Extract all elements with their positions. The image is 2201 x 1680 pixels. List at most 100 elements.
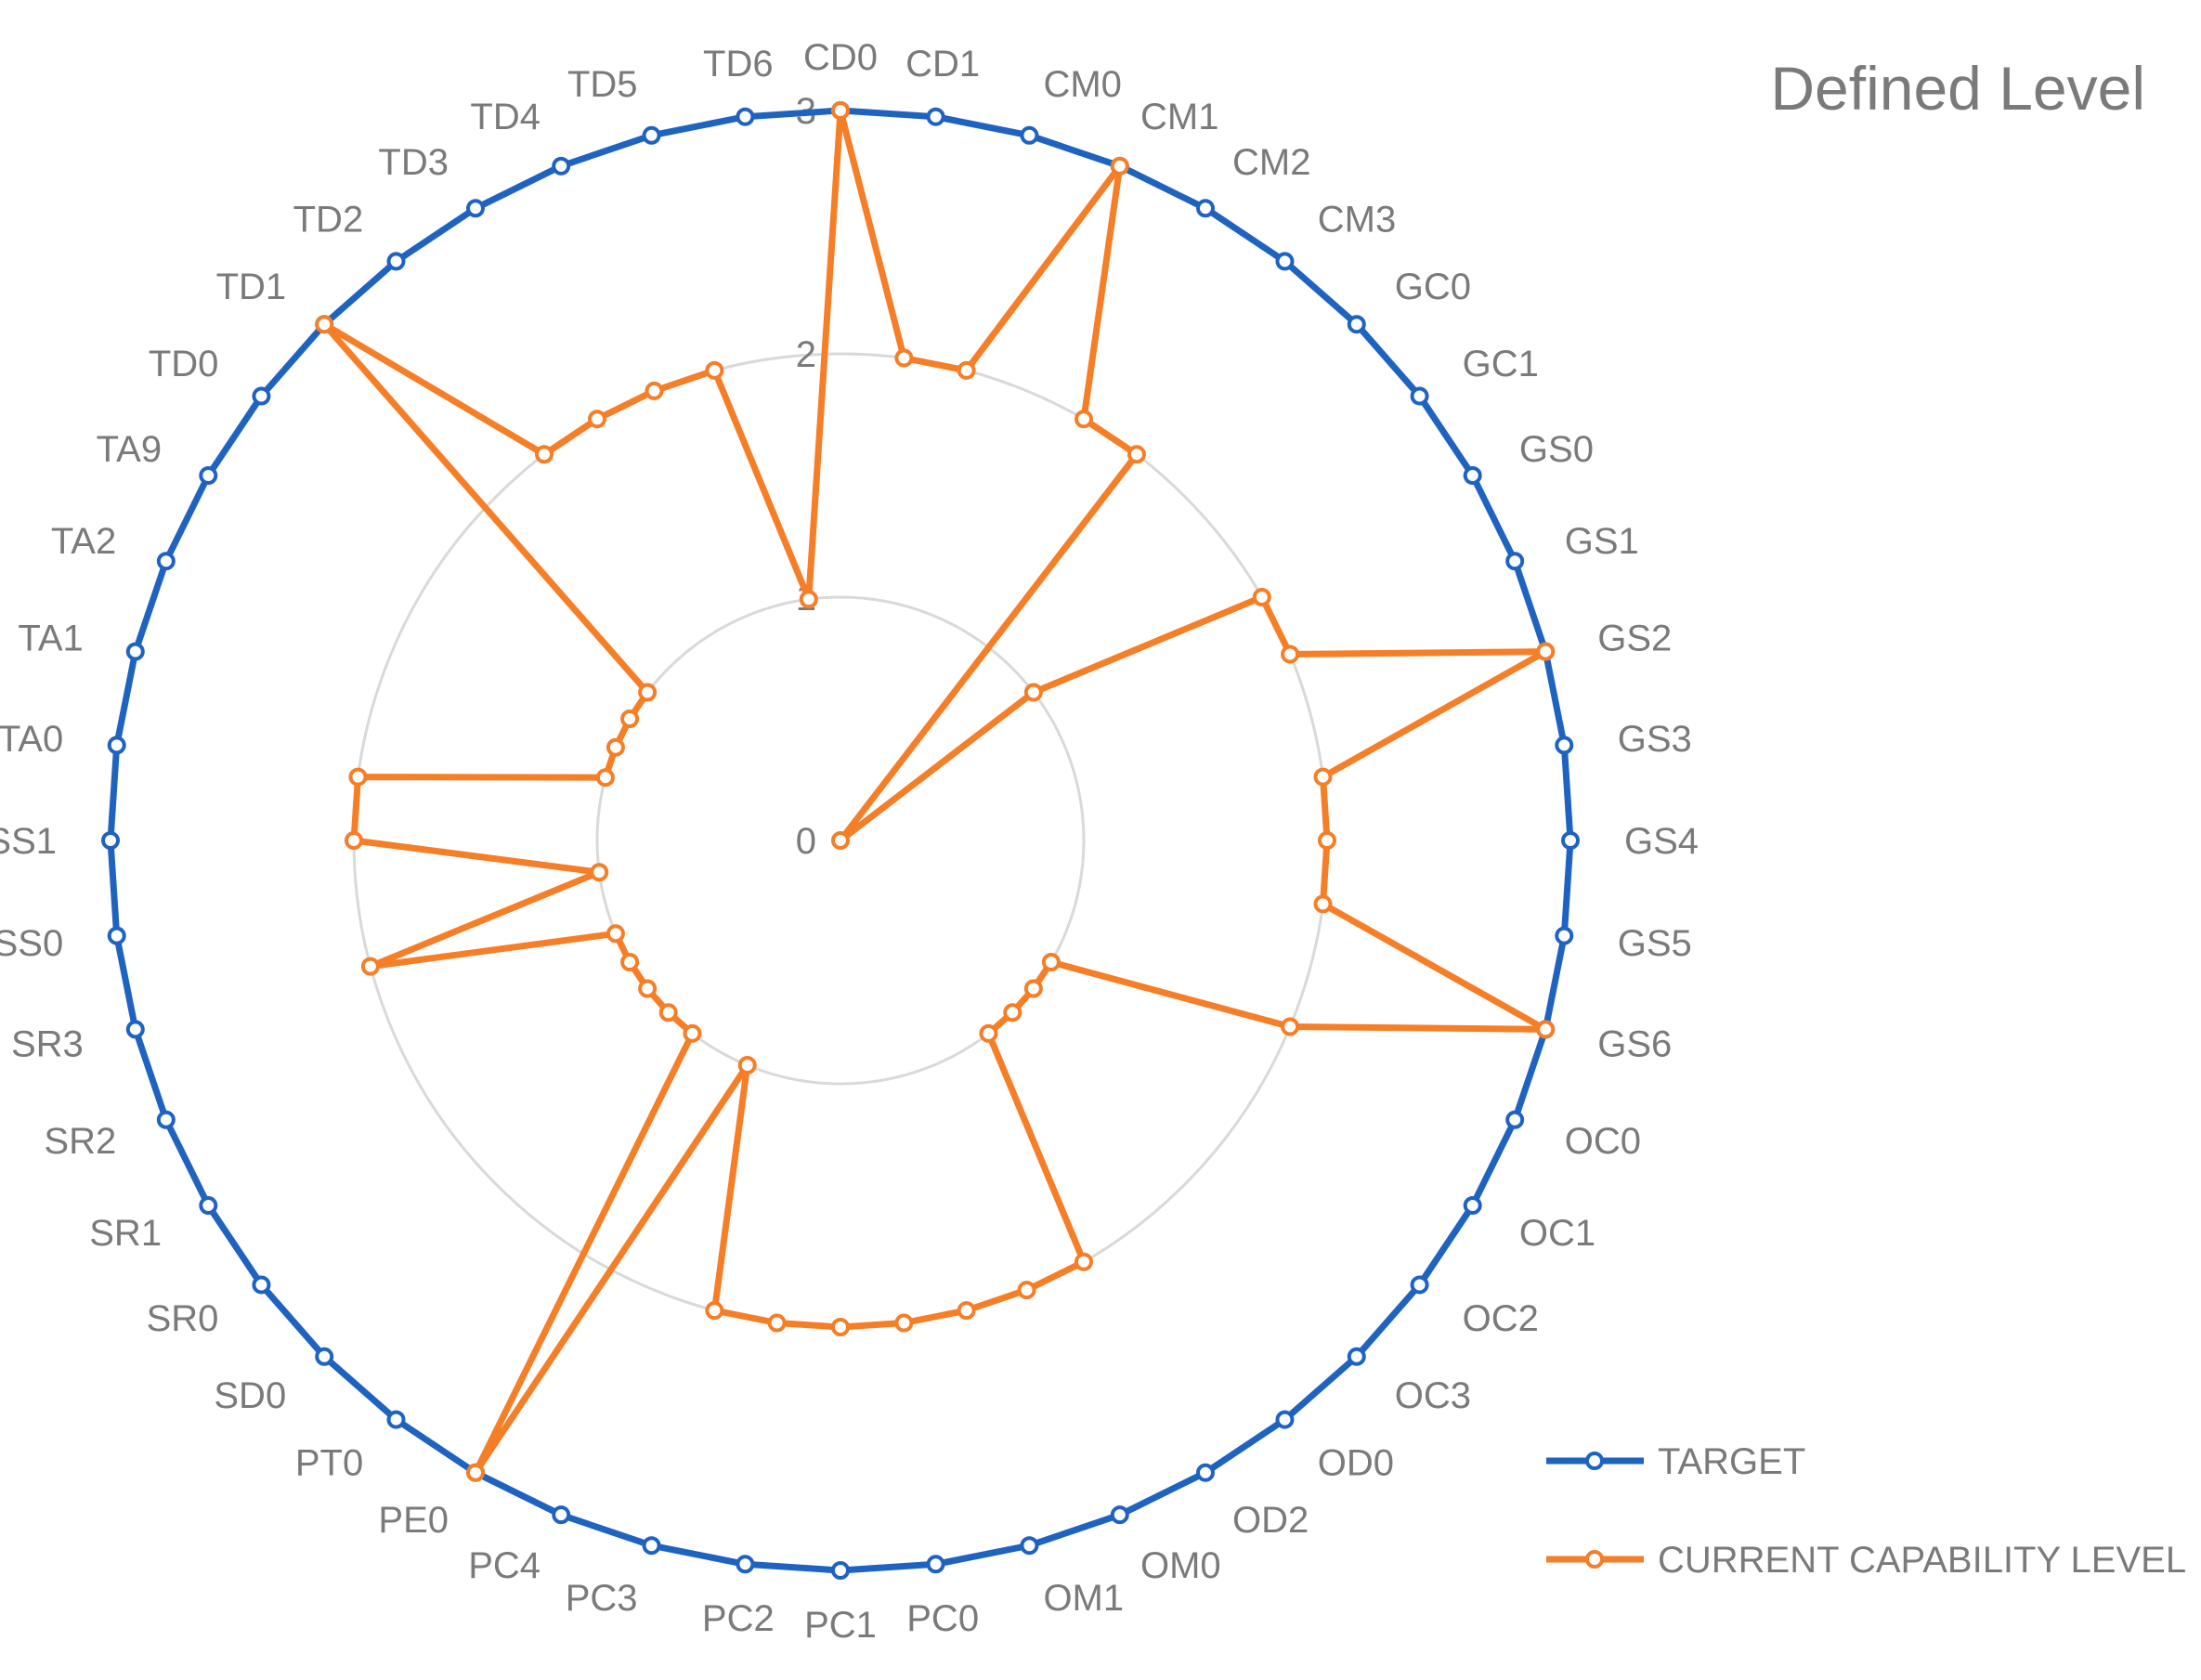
data-point-gs3 bbox=[1555, 736, 1574, 755]
data-point-oc2 bbox=[1023, 979, 1043, 998]
data-point-gs0 bbox=[1252, 588, 1271, 606]
data-point-td4 bbox=[552, 156, 571, 176]
category-label-gs4: GS4 bbox=[1624, 821, 1699, 862]
data-point-sr0 bbox=[252, 1275, 271, 1295]
category-label-cm0: CM0 bbox=[1043, 64, 1121, 105]
data-point-ta2 bbox=[606, 737, 625, 757]
category-label-gs0: GS0 bbox=[1519, 429, 1594, 470]
legend-item-0: TARGET bbox=[1546, 1441, 1805, 1482]
data-point-oc1 bbox=[1041, 953, 1061, 971]
data-point-gc0 bbox=[1347, 315, 1366, 334]
category-label-td1: TD1 bbox=[216, 267, 287, 307]
data-point-ta0 bbox=[107, 736, 126, 755]
data-point-cd1 bbox=[894, 348, 914, 368]
category-label-om1: OM1 bbox=[1043, 1578, 1124, 1619]
data-point-gs6 bbox=[1536, 1020, 1556, 1039]
category-label-td2: TD2 bbox=[293, 199, 364, 240]
data-point-td0 bbox=[252, 386, 271, 406]
category-label-pe0: PE0 bbox=[378, 1500, 449, 1541]
data-point-td6 bbox=[736, 107, 755, 126]
category-label-pc4: PC4 bbox=[468, 1545, 540, 1586]
data-point-cm3 bbox=[1127, 445, 1146, 464]
category-label-gs5: GS5 bbox=[1618, 923, 1692, 964]
data-point-pe0 bbox=[466, 1463, 485, 1482]
data-point-od2 bbox=[1196, 1463, 1215, 1482]
data-point-pc3 bbox=[642, 1536, 661, 1556]
category-label-cm1: CM1 bbox=[1140, 97, 1218, 137]
category-label-gs2: GS2 bbox=[1597, 619, 1672, 659]
data-point-ss0 bbox=[107, 926, 126, 945]
data-point-gc1 bbox=[1410, 386, 1429, 406]
category-label-sr0: SR0 bbox=[147, 1298, 219, 1339]
data-point-sr1 bbox=[620, 953, 640, 971]
data-point-sd0 bbox=[315, 1347, 334, 1366]
data-point-ss1 bbox=[101, 831, 120, 850]
data-point-td4 bbox=[645, 381, 664, 400]
data-point-gs5 bbox=[1313, 894, 1333, 914]
data-point-oc3 bbox=[1347, 1347, 1366, 1366]
category-label-gs3: GS3 bbox=[1618, 719, 1692, 760]
data-point-sr3 bbox=[360, 957, 380, 976]
data-point-oc3 bbox=[1003, 1003, 1022, 1022]
category-label-ss1: SS1 bbox=[0, 821, 57, 862]
category-label-td3: TD3 bbox=[378, 142, 449, 183]
data-point-sd0 bbox=[658, 1003, 678, 1022]
data-point-gs1 bbox=[1281, 645, 1300, 664]
data-point-ta1 bbox=[125, 642, 145, 661]
data-point-cm2 bbox=[1196, 199, 1215, 218]
data-point-ta2 bbox=[156, 552, 176, 571]
data-point-om0 bbox=[1110, 1505, 1129, 1525]
data-point-ta0 bbox=[348, 767, 368, 787]
category-label-td5: TD5 bbox=[567, 64, 638, 105]
data-point-td2 bbox=[535, 445, 554, 464]
data-point-td5 bbox=[705, 360, 724, 380]
data-point-cd1 bbox=[926, 107, 945, 126]
category-label-cd0: CD0 bbox=[803, 37, 878, 78]
data-point-oc1 bbox=[1463, 1196, 1482, 1215]
category-label-oc2: OC2 bbox=[1463, 1298, 1539, 1339]
category-label-oc0: OC0 bbox=[1565, 1121, 1641, 1162]
data-point-pc2 bbox=[767, 1313, 787, 1333]
category-label-cm2: CM2 bbox=[1232, 142, 1310, 183]
data-point-gs2 bbox=[1536, 642, 1556, 661]
data-point-pc1 bbox=[831, 1318, 850, 1336]
series-layer bbox=[101, 101, 1580, 1580]
data-point-om0 bbox=[1017, 1281, 1036, 1300]
radial-tick-labels: 0123 bbox=[796, 91, 816, 862]
category-label-ss0: SS0 bbox=[0, 923, 63, 964]
data-point-sr0 bbox=[638, 979, 658, 998]
grid-ring-1 bbox=[595, 595, 1086, 1086]
data-point-sr2 bbox=[606, 924, 625, 944]
category-label-sr1: SR1 bbox=[89, 1213, 162, 1254]
data-point-ta1 bbox=[595, 768, 615, 788]
data-point-ta9 bbox=[199, 466, 218, 485]
data-point-gc0 bbox=[831, 831, 850, 850]
data-point-pc4 bbox=[552, 1505, 571, 1525]
category-label-ta9: TA9 bbox=[97, 429, 162, 470]
category-label-td0: TD0 bbox=[149, 344, 219, 384]
data-point-gs3 bbox=[1313, 767, 1333, 787]
data-point-cm3 bbox=[1275, 252, 1295, 271]
data-point-om1 bbox=[1020, 1536, 1039, 1556]
series-current-capability-level bbox=[315, 101, 1556, 1482]
data-point-gs0 bbox=[1463, 466, 1482, 485]
data-point-td6 bbox=[799, 590, 818, 609]
data-point-pc3 bbox=[705, 1301, 724, 1321]
legend-item-1: CURRENT CAPABILITY LEVEL bbox=[1546, 1540, 2186, 1581]
legend-marker-1 bbox=[1585, 1550, 1604, 1569]
data-point-od0 bbox=[979, 1023, 998, 1043]
data-point-oc0 bbox=[1505, 1110, 1525, 1129]
data-point-sr2 bbox=[156, 1110, 176, 1129]
category-label-sr3: SR3 bbox=[11, 1023, 84, 1064]
data-point-pc1 bbox=[831, 1561, 850, 1580]
category-label-pc1: PC1 bbox=[804, 1605, 877, 1646]
category-label-om0: OM0 bbox=[1140, 1545, 1221, 1586]
data-point-cm0 bbox=[957, 360, 976, 380]
data-point-od2 bbox=[1074, 1252, 1093, 1271]
category-label-td6: TD6 bbox=[703, 44, 774, 85]
tick-label-2: 2 bbox=[796, 334, 816, 375]
legend-label-1: CURRENT CAPABILITY LEVEL bbox=[1658, 1540, 2186, 1581]
data-point-od0 bbox=[1275, 1410, 1295, 1429]
